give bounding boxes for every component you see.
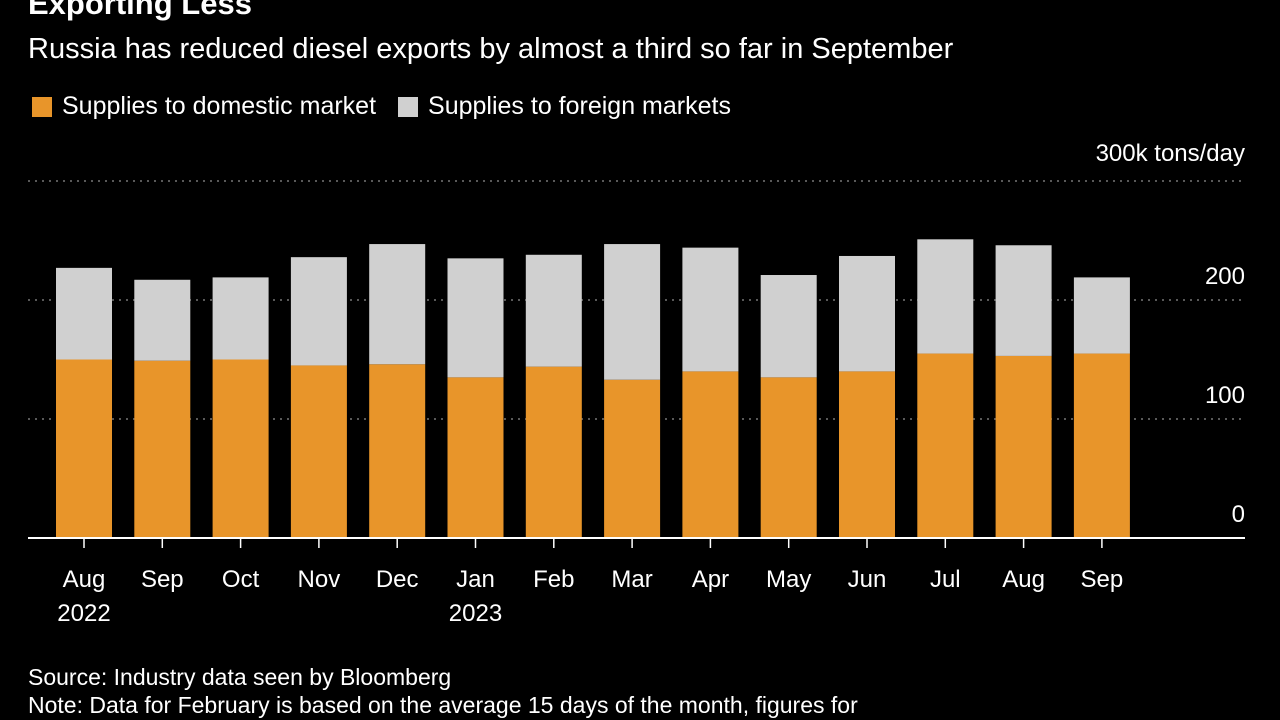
legend-swatch-domestic (32, 96, 52, 117)
x-tick-label-5: Jan (456, 566, 495, 593)
bar-domestic-9 (760, 377, 817, 538)
x-tick-label-7: Mar (611, 566, 652, 593)
bar-domestic-12 (995, 355, 1052, 538)
legend-label-foreign: Supplies to foreign markets (428, 92, 731, 120)
x-year-label-5: 2023 (449, 600, 502, 627)
legend-label-domestic: Supplies to domestic market (62, 92, 377, 120)
bar-foreign-10 (839, 255, 895, 372)
footnote: Note: Data for February is based on the … (28, 692, 858, 718)
bar-foreign-7 (604, 244, 661, 380)
legend-swatch-foreign (398, 96, 419, 117)
chart-title: Exporting Less (28, 0, 252, 21)
y-unit-label: 300k tons/day (1096, 140, 1245, 167)
bar-foreign-8 (682, 247, 739, 372)
bar-foreign-13 (1073, 277, 1130, 354)
bar-foreign-11 (917, 239, 974, 354)
bar-domestic-7 (604, 379, 661, 538)
bar-foreign-4 (369, 244, 426, 365)
source-note: Source: Industry data seen by Bloomberg (28, 664, 452, 690)
legend-item-domestic: Supplies to domestic market (32, 92, 376, 121)
x-tick-label-8: Apr (692, 566, 729, 593)
bar-domestic-5 (447, 377, 504, 538)
x-tick-label-2: Oct (222, 566, 260, 593)
x-tick-label-1: Sep (141, 566, 184, 593)
bar-foreign-12 (995, 245, 1052, 356)
bar-domestic-10 (839, 371, 895, 538)
bar-foreign-2 (212, 277, 269, 360)
x-tick-label-10: Jun (848, 566, 887, 593)
chart-subtitle: Russia has reduced diesel exports by alm… (28, 33, 954, 65)
bar-domestic-11 (917, 353, 974, 538)
bar-foreign-3 (290, 257, 347, 366)
x-year-label-0: 2022 (57, 600, 110, 627)
bar-foreign-5 (447, 258, 504, 378)
x-tick-label-13: Sep (1081, 566, 1124, 593)
bar-foreign-9 (760, 275, 817, 378)
x-tick-label-4: Dec (376, 566, 419, 593)
bar-domestic-6 (525, 366, 582, 538)
bar-domestic-2 (212, 359, 269, 538)
bar-foreign-1 (134, 279, 191, 361)
chart-legend: Supplies to domestic market Supplies to … (32, 92, 753, 121)
bar-foreign-0 (56, 267, 112, 360)
x-tick-label-9: May (766, 566, 811, 593)
bar-domestic-13 (1073, 353, 1130, 538)
x-tick-label-3: Nov (298, 566, 341, 593)
x-tick-label-12: Aug (1002, 566, 1045, 593)
x-tick-label-6: Feb (533, 566, 574, 593)
y-tick-label-100: 100 (1205, 382, 1245, 409)
bar-domestic-8 (682, 371, 739, 538)
bar-domestic-1 (134, 360, 191, 538)
legend-item-foreign: Supplies to foreign markets (398, 92, 731, 121)
x-tick-label-0: Aug (63, 566, 106, 593)
x-tick-label-11: Jul (930, 566, 961, 593)
y-tick-label-200: 200 (1205, 263, 1245, 290)
y-tick-label-0: 0 (1232, 501, 1245, 528)
bar-foreign-6 (525, 254, 582, 367)
bar-domestic-0 (56, 359, 112, 538)
bar-domestic-3 (290, 365, 347, 538)
bar-domestic-4 (369, 364, 426, 538)
